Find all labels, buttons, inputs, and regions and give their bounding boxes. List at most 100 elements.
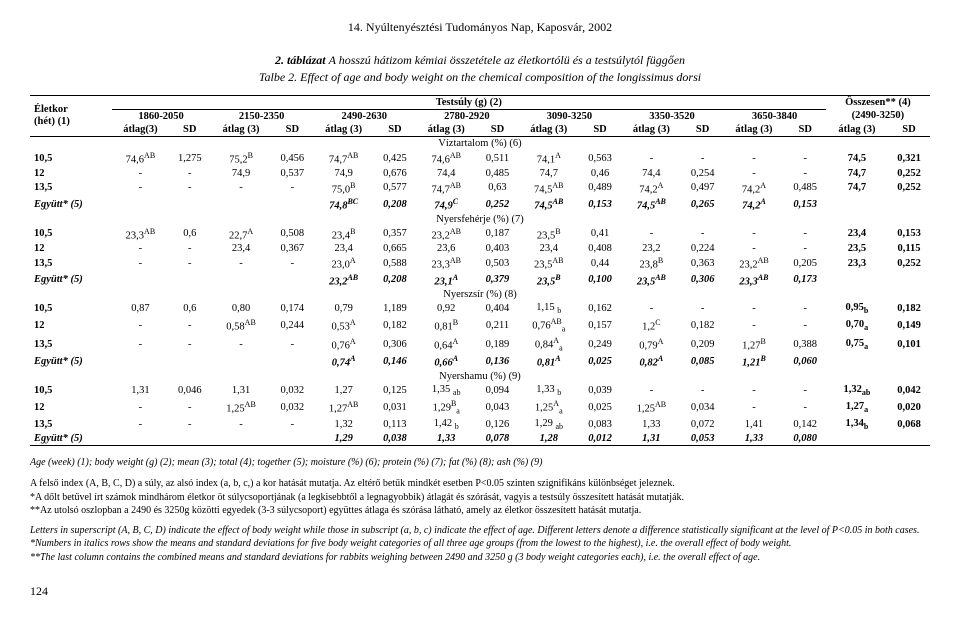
weight-group-header: 3650-3840 [723,110,826,124]
table-cell: 23,2AB [416,226,477,243]
table-cell: 0,100 [579,272,620,289]
weight-group-header: 2150-2350 [210,110,313,124]
table-cell: 74,7 [826,180,888,197]
subhead: SD [785,123,826,137]
table-cell: 0,46 [579,167,620,180]
table-cell: 22,7A [210,226,271,243]
table-cell: 0,157 [579,316,620,335]
table-cell: 0,209 [682,335,723,354]
table-cell: 0,083 [579,417,620,432]
table-cell: 0,76ABa [518,316,579,335]
table-cell: 0,485 [785,180,826,197]
page-number: 124 [30,584,930,599]
table-cell: - [621,383,682,398]
table-cell: 0,125 [374,383,415,398]
table-cell: 75,0B [313,180,374,197]
table-cell: - [621,226,682,243]
table-cell: 74,7AB [416,180,477,197]
table-cell: 0,503 [477,255,518,272]
table-cell: 23,5AB [518,255,579,272]
table-cell: 0,80 [210,301,271,316]
row-label: 12 [30,167,112,180]
table-cell: 74,5AB [621,196,682,213]
table-cell: - [272,180,313,197]
table-cell: - [785,242,826,255]
table-cell: 0,068 [888,417,930,432]
table-cell: 23,3AB [723,272,784,289]
table-cell: - [169,335,210,354]
table-cell: 0,208 [374,272,415,289]
table-cell: 1,28 [518,432,579,446]
table-cell: 0,060 [785,353,826,370]
table-cell: 0,142 [785,417,826,432]
table-cell [210,196,271,213]
table-cell: 0,95b [826,301,888,316]
table-cell: 0,153 [785,196,826,213]
row-label: 10,5 [30,150,112,167]
table-cell: 0,508 [272,226,313,243]
table-cell: 23,1A [416,272,477,289]
table-cell: 0,404 [477,301,518,316]
table-cell: 0,149 [888,316,930,335]
table-cell: - [169,316,210,335]
table-cell: - [723,150,784,167]
table-cell [826,432,888,446]
table-cell: 1,33 b [518,383,579,398]
table-cell [888,196,930,213]
table-cell: 0,81B [416,316,477,335]
table-cell: 0,113 [374,417,415,432]
table-cell: 1,31 [621,432,682,446]
weight-group-header: 3090-3250 [518,110,621,124]
table-cell: 74,6AB [112,150,169,167]
table-cell: 74,2A [723,180,784,197]
table-cell: 1,31 [112,383,169,398]
table-cell: 0,58AB [210,316,271,335]
table-cell: 75,2B [210,150,271,167]
table-cell: - [112,167,169,180]
table-cell: 0,563 [579,150,620,167]
row-label: 12 [30,242,112,255]
table-cell: 23,4 [210,242,271,255]
section-title: Nyershamu (%) (9) [30,370,930,383]
table-cell: 0,136 [477,353,518,370]
subhead: átlag (3) [518,123,579,137]
weight-group-header: 1860-2050 [112,110,211,124]
table-cell: 0,456 [272,150,313,167]
table-cell: - [112,417,169,432]
table-cell: 0,92 [416,301,477,316]
table-cell: 1,27 [313,383,374,398]
subhead: SD [579,123,620,137]
table-cell [210,432,271,446]
table-cell: 0,153 [579,196,620,213]
table-cell: 0,357 [374,226,415,243]
row-label: 10,5 [30,226,112,243]
note-hu-2: *A dőlt betűvel írt számok mindhárom éle… [30,491,930,505]
table-cell: - [169,242,210,255]
table-cell: 0,249 [579,335,620,354]
table-cell: 0,053 [682,432,723,446]
table-link[interactable]: Talbe 2. [259,70,297,84]
table-cell [888,432,930,446]
notes-hu: A felső index (A, B, C, D) a súly, az al… [30,477,930,518]
table-cell: 0,665 [374,242,415,255]
table-cell: 0,388 [785,335,826,354]
subhead: átlag (3) [826,123,888,137]
weight-group-header: 3350-3520 [621,110,724,124]
note-hu-3: **Az utolsó oszlopban a 2490 és 3250g kö… [30,504,930,518]
table-cell: 0,043 [477,398,518,417]
table-cell: 23,2AB [723,255,784,272]
note-en-1: Letters in superscript (A, B, C, D) indi… [30,524,930,538]
table-cell: 0,032 [272,398,313,417]
weight-group-header: 2780-2920 [416,110,519,124]
table-cell: 1,29Ba [416,398,477,417]
caption-2-rest: Effect of age and body weight on the che… [300,70,701,84]
table-cell: 74,9 [210,167,271,180]
table-cell: 0,79 [313,301,374,316]
table-cell: 1,35 ab [416,383,477,398]
table-cell: - [169,417,210,432]
subhead: átlag (3) [416,123,477,137]
table-cell: - [723,301,784,316]
table-cell [888,272,930,289]
table-cell: 1,29 ab [518,417,579,432]
table-cell [169,432,210,446]
